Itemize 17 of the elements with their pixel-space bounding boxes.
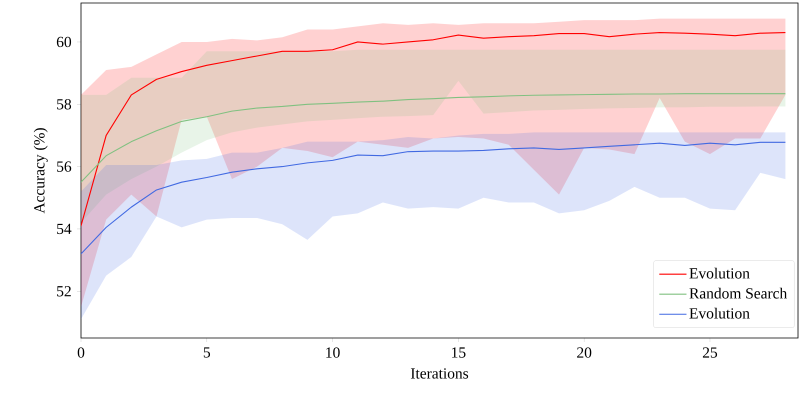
- y-axis-title: Accuracy (%): [34, 128, 48, 214]
- y-tick-label: 60: [56, 36, 72, 48]
- x-tick-label: 15: [452, 347, 466, 358]
- legend-label: Evolution: [689, 268, 750, 279]
- x-tick-label: 25: [702, 347, 718, 358]
- y-tick-label: 52: [57, 286, 71, 296]
- y-tick-label: 54: [57, 224, 72, 234]
- y-tick-label: 58: [57, 99, 72, 110]
- x-tick-label: 5: [204, 347, 210, 358]
- x-tick-label: 20: [577, 347, 592, 358]
- x-axis-title: Iterations: [410, 368, 468, 379]
- x-tick-label: 10: [326, 347, 340, 358]
- legend-label: Evolution: [689, 308, 750, 319]
- line-series: [81, 142, 786, 254]
- legend-label: Random Search: [689, 288, 788, 299]
- x-tick-label: 0: [78, 347, 84, 358]
- y-tick-label: 56: [57, 161, 72, 172]
